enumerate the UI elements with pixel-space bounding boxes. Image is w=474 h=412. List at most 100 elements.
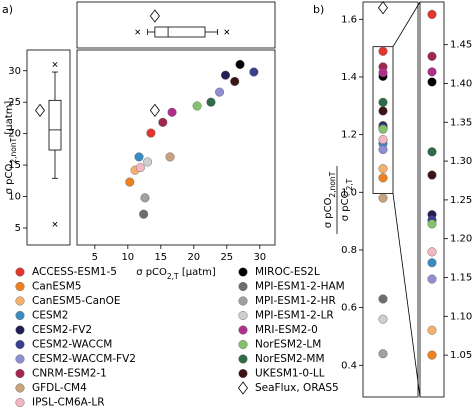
point bbox=[378, 68, 388, 78]
legend-marker bbox=[238, 354, 248, 364]
left-box-frame bbox=[26, 49, 71, 246]
y-tick-label: 25 bbox=[8, 97, 21, 108]
legend-marker bbox=[238, 381, 248, 395]
legend-label: NorESM2-LM bbox=[255, 339, 321, 351]
label-part: [μatm] bbox=[179, 267, 216, 278]
legend-label: UKESM1-0-LL bbox=[255, 368, 325, 380]
legend-marker bbox=[238, 369, 248, 379]
label-part: σ pCO bbox=[323, 197, 334, 228]
inset-points bbox=[427, 9, 437, 360]
inset-point bbox=[427, 219, 437, 229]
legend-marker bbox=[15, 398, 25, 408]
point bbox=[134, 152, 144, 162]
point bbox=[378, 46, 388, 56]
x-tick-label: 25 bbox=[220, 252, 233, 263]
point bbox=[135, 163, 145, 173]
scatter-frame bbox=[76, 49, 276, 246]
y-tick-label: 1.25 bbox=[450, 195, 472, 206]
point bbox=[378, 106, 388, 116]
legend-label: MPI-ESM1-2-HAM bbox=[255, 281, 345, 293]
legend-marker bbox=[238, 340, 248, 350]
point bbox=[378, 145, 388, 155]
legend-marker bbox=[238, 311, 248, 321]
label-part: 2,nonT bbox=[9, 137, 18, 163]
y-tick-label: 1.30 bbox=[450, 156, 472, 167]
inset-point bbox=[427, 51, 437, 61]
y-tick-label: 10 bbox=[8, 192, 21, 203]
point bbox=[378, 135, 388, 145]
inset-frame bbox=[419, 1, 445, 398]
label-part: σ pCO bbox=[340, 190, 351, 221]
reference-marker bbox=[149, 9, 160, 23]
x-tick-label: 20 bbox=[187, 252, 200, 263]
y-tick-label: 1.4 bbox=[341, 72, 357, 83]
axis-label: σ pCO2,nonT bbox=[323, 171, 337, 228]
y-tick-label: 1.20 bbox=[450, 234, 472, 245]
point bbox=[143, 157, 153, 167]
inset-point bbox=[427, 325, 437, 335]
legend-marker bbox=[238, 325, 248, 335]
inset-point bbox=[427, 170, 437, 180]
point bbox=[165, 152, 175, 162]
inset-point bbox=[427, 247, 437, 257]
point bbox=[140, 193, 150, 203]
legend-marker bbox=[238, 267, 248, 277]
point bbox=[158, 117, 168, 127]
inset-point bbox=[427, 258, 437, 268]
point bbox=[378, 294, 388, 304]
legend-marker bbox=[15, 369, 25, 379]
ratio-frame bbox=[362, 1, 419, 398]
legend-marker bbox=[15, 282, 25, 292]
point bbox=[146, 128, 156, 138]
legend-marker bbox=[15, 296, 25, 306]
inset-point bbox=[427, 350, 437, 360]
axis-label: σ pCO2,T [μatm] bbox=[136, 267, 216, 281]
legend-label: MIROC-ES2L bbox=[255, 266, 320, 278]
x-tick-label: 10 bbox=[121, 252, 134, 263]
point bbox=[378, 314, 388, 324]
panel-label: b) bbox=[313, 3, 324, 16]
legend-marker bbox=[238, 282, 248, 292]
x-tick-label: 30 bbox=[253, 252, 266, 263]
label-part: σ pCO bbox=[4, 164, 15, 195]
label-part: σ pCO bbox=[136, 267, 167, 278]
panel-label: a) bbox=[2, 3, 13, 16]
y-tick-label: 1.6 bbox=[341, 14, 357, 25]
point bbox=[378, 124, 388, 134]
legend-label: MPI-ESM1-2-LR bbox=[255, 310, 334, 322]
legend-marker bbox=[15, 354, 25, 364]
point bbox=[378, 193, 388, 203]
inset-point bbox=[427, 67, 437, 77]
legend-label: GFDL-CM4 bbox=[32, 382, 87, 394]
y-tick-label: 1.10 bbox=[450, 311, 472, 322]
point bbox=[249, 67, 259, 77]
point bbox=[220, 70, 230, 80]
legend-marker bbox=[15, 325, 25, 335]
top-box-frame bbox=[76, 1, 276, 49]
label-part: 2,T bbox=[167, 272, 179, 281]
y-tick-label: 0.4 bbox=[341, 360, 357, 371]
legend-label: ACCESS-ESM1-5 bbox=[32, 266, 117, 278]
x-tick-label: 5 bbox=[92, 252, 98, 263]
zoom-connector bbox=[392, 1, 421, 47]
legend-label: IPSL-CM6A-LR bbox=[32, 397, 105, 409]
flier bbox=[224, 29, 230, 35]
legend-label: CESM2-WACCM-FV2 bbox=[32, 353, 136, 365]
point bbox=[139, 209, 149, 219]
y-tick-label: 0.6 bbox=[341, 303, 357, 314]
legend-marker bbox=[15, 383, 25, 393]
legend-label: CanESM5-CanOE bbox=[32, 295, 121, 307]
legend-marker bbox=[15, 311, 25, 321]
x-tick-label: 15 bbox=[154, 252, 167, 263]
point bbox=[378, 173, 388, 183]
y-tick-label: 1.0 bbox=[341, 187, 357, 198]
y-tick-label: 1.15 bbox=[450, 272, 472, 283]
inset-point bbox=[427, 147, 437, 157]
point bbox=[230, 76, 240, 86]
point bbox=[192, 101, 202, 111]
reference-marker bbox=[35, 103, 45, 118]
legend-label: CESM2-WACCM bbox=[32, 339, 112, 351]
flier bbox=[52, 61, 58, 67]
point bbox=[378, 164, 388, 174]
